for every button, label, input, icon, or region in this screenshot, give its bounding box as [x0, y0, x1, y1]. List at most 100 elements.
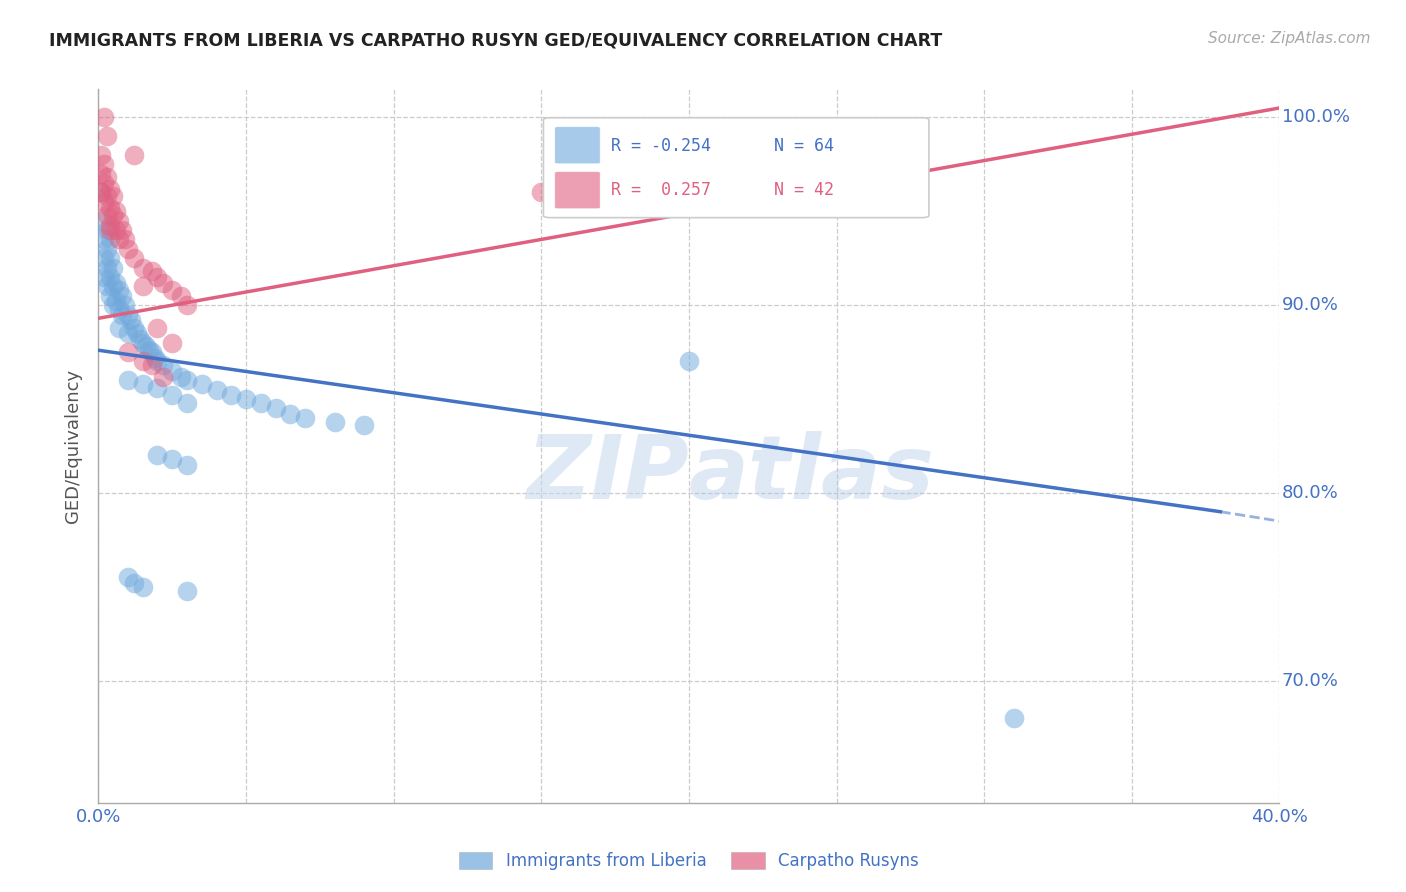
Point [105, 276, 128, 290]
Point [152, 369, 174, 384]
Point [264, 401, 287, 416]
Point [108, 301, 131, 316]
Point [93, 176, 115, 190]
Point [96, 129, 118, 144]
Point [132, 335, 155, 350]
Point [96, 260, 118, 275]
Point [108, 320, 131, 334]
Point [98, 232, 121, 246]
Point [152, 358, 174, 372]
Point [98, 251, 121, 265]
Point [98, 201, 121, 215]
Point [141, 264, 163, 278]
Point [132, 377, 155, 392]
Point [96, 189, 118, 203]
Text: 80.0%: 80.0% [1282, 484, 1339, 502]
Point [98, 289, 121, 303]
Point [122, 320, 145, 334]
Point [93, 111, 115, 125]
Point [162, 364, 183, 378]
Text: 90.0%: 90.0% [1282, 296, 1339, 314]
Point [103, 208, 125, 222]
Point [162, 283, 183, 297]
Point [117, 373, 139, 387]
Point [98, 182, 121, 196]
Point [98, 223, 121, 237]
Point [96, 242, 118, 256]
Point [98, 270, 121, 285]
Point [1002, 711, 1025, 725]
Point [103, 260, 125, 275]
Point [146, 381, 169, 395]
Point [353, 418, 375, 433]
Point [108, 232, 131, 246]
Point [105, 204, 128, 219]
Point [96, 279, 118, 293]
Text: Source: ZipAtlas.com: Source: ZipAtlas.com [1208, 31, 1371, 46]
Point [176, 396, 198, 410]
Point [108, 283, 131, 297]
Point [111, 289, 134, 303]
Point [117, 308, 139, 322]
Point [93, 194, 115, 209]
Point [138, 343, 160, 358]
Point [205, 383, 228, 397]
Text: atlas: atlas [689, 431, 935, 518]
Point [103, 189, 125, 203]
Point [191, 377, 214, 392]
Point [152, 276, 174, 290]
Point [108, 213, 131, 227]
Point [93, 157, 115, 171]
Point [176, 298, 198, 312]
Point [132, 260, 155, 275]
Text: ZIP: ZIP [526, 431, 689, 518]
Point [103, 298, 125, 312]
Point [323, 415, 346, 429]
Point [90, 213, 112, 227]
Point [162, 452, 183, 467]
Point [103, 279, 125, 293]
Point [176, 458, 198, 472]
Point [96, 170, 118, 185]
Point [132, 279, 155, 293]
Text: 70.0%: 70.0% [1282, 672, 1339, 690]
Point [122, 148, 145, 162]
Point [132, 580, 155, 594]
Point [574, 167, 596, 181]
Legend: Immigrants from Liberia, Carpatho Rusyns: Immigrants from Liberia, Carpatho Rusyns [453, 845, 925, 877]
Point [162, 335, 183, 350]
Point [98, 219, 121, 234]
Point [125, 326, 148, 341]
Point [135, 339, 157, 353]
Point [122, 251, 145, 265]
Point [90, 167, 112, 181]
Point [678, 354, 700, 368]
Point [117, 326, 139, 341]
Text: IMMIGRANTS FROM LIBERIA VS CARPATHO RUSYN GED/EQUIVALENCY CORRELATION CHART: IMMIGRANTS FROM LIBERIA VS CARPATHO RUSY… [49, 31, 942, 49]
Point [105, 294, 128, 309]
Point [114, 232, 136, 246]
Point [170, 369, 193, 384]
Point [93, 251, 115, 265]
Point [105, 223, 128, 237]
Point [235, 392, 257, 406]
Point [90, 186, 112, 200]
Point [176, 583, 198, 598]
Point [90, 186, 112, 200]
Point [176, 373, 198, 387]
Y-axis label: GED/Equivalency: GED/Equivalency [65, 369, 83, 523]
Point [111, 308, 134, 322]
Point [96, 208, 118, 222]
Point [146, 354, 169, 368]
Point [250, 396, 273, 410]
Point [117, 570, 139, 584]
Point [278, 407, 302, 421]
Point [90, 148, 112, 162]
Point [143, 351, 166, 365]
Point [96, 223, 118, 237]
Point [146, 449, 169, 463]
Point [128, 332, 150, 346]
Point [117, 345, 139, 359]
Point [114, 298, 136, 312]
Point [122, 576, 145, 591]
